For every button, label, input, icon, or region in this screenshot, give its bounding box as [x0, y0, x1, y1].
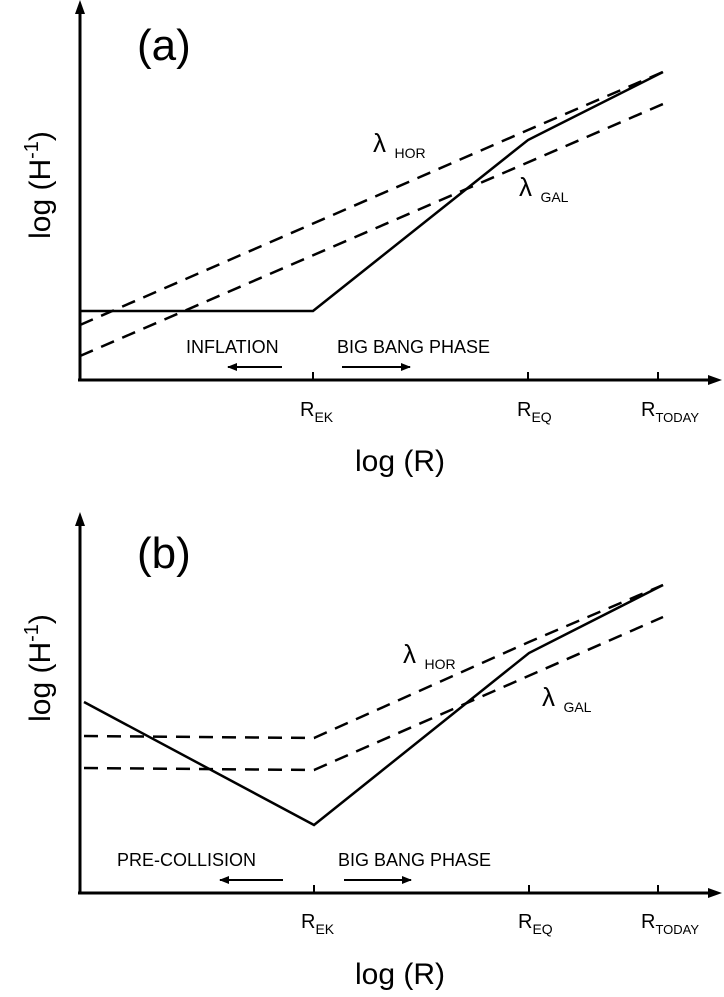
panel-b-x-axis-arrow: [708, 888, 722, 898]
panel-b-tick-label-ek: REK: [301, 911, 335, 937]
panel-b-right-phase: BIG BANG PHASE: [338, 850, 491, 870]
panel-b: (b) λ HOR λ GAL PRE-COLLISION BIG BANG P…: [21, 512, 722, 991]
panel-a-solid-curve: [80, 70, 664, 313]
panel-a-hor-label: λ HOR: [373, 128, 426, 161]
panel-a-tick-label-today: RTODAY: [641, 399, 699, 425]
panel-a-x-axis-arrow: [708, 375, 722, 385]
panel-a-hor-curve: [79, 70, 664, 327]
panel-a-tick-label-ek: REK: [300, 399, 334, 425]
panel-b-hor-label: λ HOR: [403, 639, 456, 672]
panel-a: (a) λ HOR λ GAL INFLATION BIG BANG PHASE: [21, 0, 722, 478]
panel-a-xlabel: log (R): [355, 445, 445, 478]
panel-a-ylabel: log (H-1): [21, 131, 57, 239]
panel-b-hor-curve: [83, 583, 664, 740]
panel-b-tick-label-eq: REQ: [518, 911, 553, 937]
panel-a-gal-label: λ GAL: [519, 172, 569, 205]
panel-b-ylabel: log (H-1): [21, 614, 57, 722]
panel-b-xlabel: log (R): [355, 958, 445, 991]
panel-b-gal-label: λ GAL: [542, 682, 592, 715]
panel-a-gal-curve: [79, 102, 664, 358]
panel-a-label: (a): [137, 21, 191, 70]
panel-a-y-axis-arrow: [75, 0, 85, 14]
panel-b-solid-curve: [83, 583, 664, 827]
panel-b-y-axis-arrow: [75, 512, 85, 526]
panel-b-label: (b): [137, 529, 191, 578]
panel-b-gal-curve: [83, 615, 664, 772]
panel-b-left-phase: PRE-COLLISION: [117, 850, 256, 870]
panel-a-right-phase: BIG BANG PHASE: [337, 337, 490, 357]
panel-a-tick-label-eq: REQ: [517, 399, 552, 425]
panel-a-left-phase: INFLATION: [186, 337, 279, 357]
panel-b-tick-label-today: RTODAY: [641, 911, 699, 937]
